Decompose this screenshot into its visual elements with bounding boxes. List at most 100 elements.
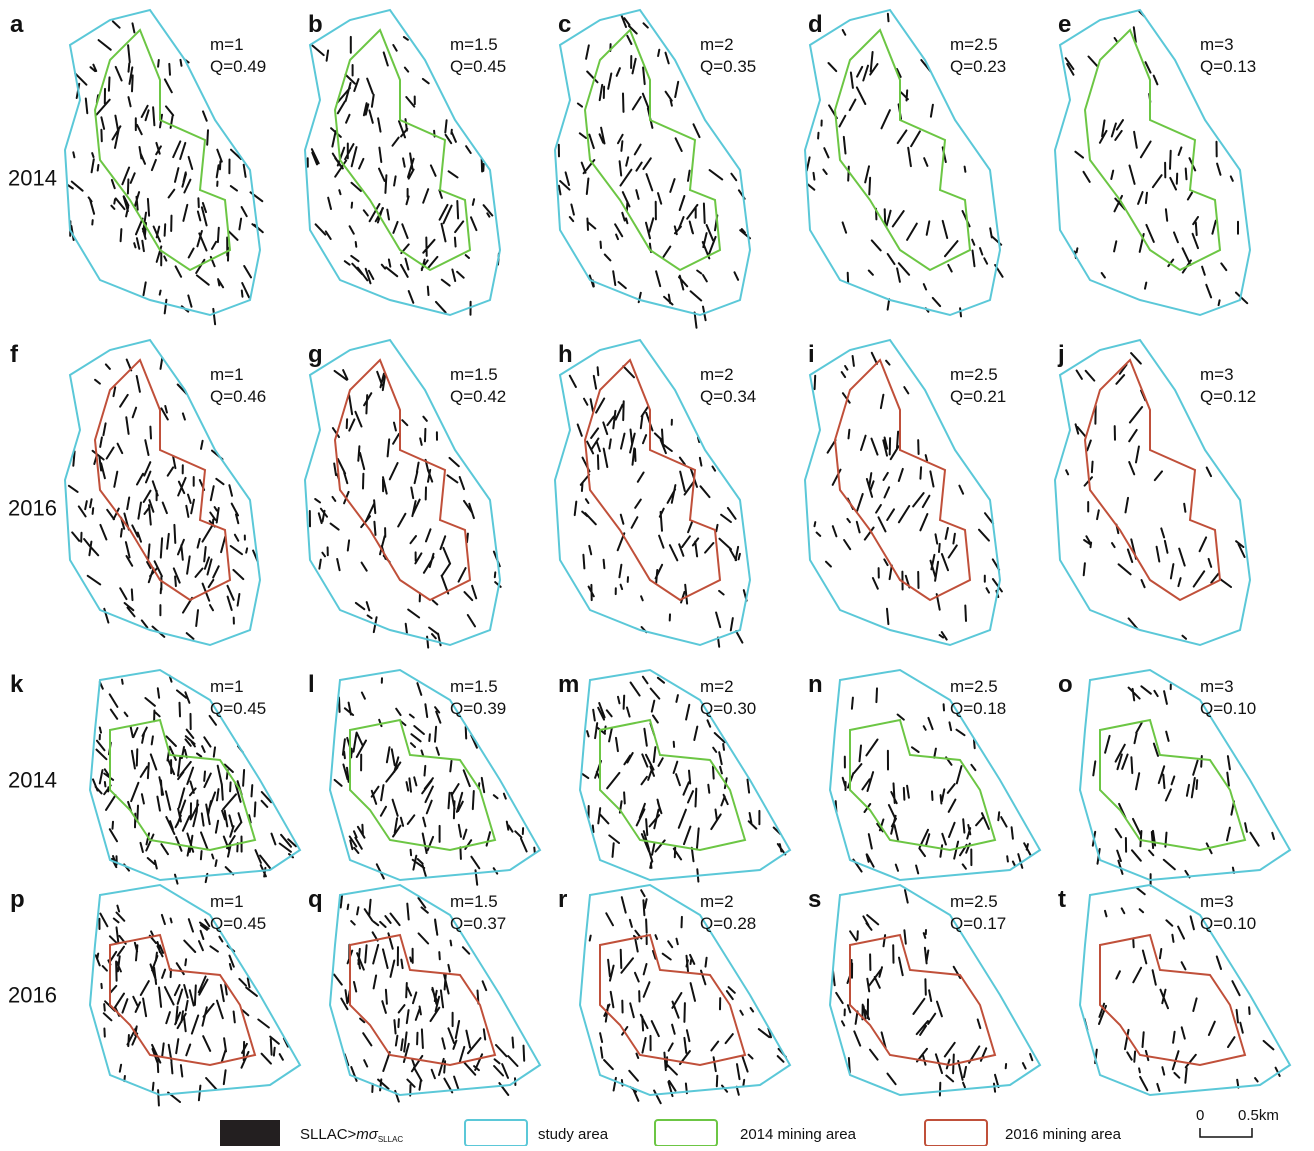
panel-letter: m xyxy=(558,671,579,698)
m-label: m=1 xyxy=(210,365,244,384)
map-panel: fm=1Q=0.46 xyxy=(10,340,266,645)
scale-bar xyxy=(1200,1128,1252,1137)
q-label: Q=0.21 xyxy=(950,387,1006,406)
figure: 2014am=1Q=0.49bm=1.5Q=0.45cm=2Q=0.35dm=2… xyxy=(0,0,1314,1146)
panel-letter: g xyxy=(308,341,323,368)
study-area xyxy=(1055,340,1250,645)
map-panel: dm=2.5Q=0.23 xyxy=(805,10,1006,316)
panel-letter: c xyxy=(558,11,571,38)
legend-swatch xyxy=(655,1120,717,1146)
panel-letter: a xyxy=(10,11,24,38)
year-label: 2016 xyxy=(8,983,57,1008)
study-area xyxy=(555,340,750,645)
legend-swatch xyxy=(925,1120,987,1146)
texture xyxy=(1066,11,1248,305)
q-label: Q=0.10 xyxy=(1200,914,1256,933)
panel-letter: l xyxy=(308,671,315,698)
q-label: Q=0.35 xyxy=(700,57,756,76)
study-area xyxy=(805,340,1000,645)
m-label: m=3 xyxy=(1200,365,1234,384)
legend-label: 2016 mining area xyxy=(1005,1126,1122,1143)
map-panel: l m=1.5 Q=0.39 xyxy=(308,670,540,885)
m-label: m=1 xyxy=(210,892,244,911)
q-label: Q=0.12 xyxy=(1200,387,1256,406)
texture xyxy=(570,366,747,647)
scale-label: 0 xyxy=(1196,1107,1204,1124)
year-label: 2014 xyxy=(8,768,57,793)
map-panel: bm=1.5Q=0.45 xyxy=(305,10,506,315)
map-panel: t m=3 Q=0.10 xyxy=(1058,885,1290,1095)
legend-label: 2014 mining area xyxy=(740,1126,857,1143)
m-label: m=1 xyxy=(210,677,244,696)
map-panel: c m=2 Q=0.35 xyxy=(555,10,756,328)
map-panel: h m=2 Q=0.34 xyxy=(555,340,756,647)
panel-letter: n xyxy=(808,671,823,698)
study-area xyxy=(555,10,750,315)
legend-label: SLLAC>mσSLLAC xyxy=(300,1126,403,1144)
m-label: m=1.5 xyxy=(450,35,498,54)
legend-text: mσ xyxy=(356,1126,378,1143)
mining-area xyxy=(1100,720,1245,850)
m-label: m=2 xyxy=(700,892,734,911)
q-label: Q=0.42 xyxy=(450,387,506,406)
scale-label: 0.5km xyxy=(1238,1107,1279,1124)
m-label: m=2.5 xyxy=(950,365,998,384)
q-label: Q=0.13 xyxy=(1200,57,1256,76)
m-label: m=2 xyxy=(700,365,734,384)
q-label: Q=0.28 xyxy=(700,914,756,933)
m-label: m=2.5 xyxy=(950,35,998,54)
q-label: Q=0.34 xyxy=(700,387,756,406)
m-label: m=2 xyxy=(700,677,734,696)
mining-area xyxy=(1100,935,1245,1065)
study-area xyxy=(1055,10,1250,315)
m-label: m=1 xyxy=(210,35,244,54)
year-label: 2014 xyxy=(8,166,57,191)
q-label: Q=0.39 xyxy=(450,699,506,718)
panel-letter: s xyxy=(808,886,821,913)
q-label: Q=0.10 xyxy=(1200,699,1256,718)
m-label: m=1.5 xyxy=(450,365,498,384)
m-label: m=2.5 xyxy=(950,677,998,696)
m-label: m=2 xyxy=(700,35,734,54)
q-label: Q=0.45 xyxy=(210,699,266,718)
q-label: Q=0.49 xyxy=(210,57,266,76)
panel-letter: r xyxy=(558,886,567,913)
m-label: m=3 xyxy=(1200,892,1234,911)
panel-letter: o xyxy=(1058,671,1073,698)
m-label: m=2.5 xyxy=(950,892,998,911)
mining-area xyxy=(600,720,745,850)
q-label: Q=0.45 xyxy=(210,914,266,933)
q-label: Q=0.46 xyxy=(210,387,266,406)
legend: SLLAC>mσSLLAC study area 2014 mining are… xyxy=(220,1107,1279,1146)
legend-label: study area xyxy=(538,1126,609,1143)
q-label: Q=0.23 xyxy=(950,57,1006,76)
map-panel: g m=1.5 Q=0.42 xyxy=(305,340,506,648)
map-panel: o m=3 Q=0.10 xyxy=(1058,670,1290,886)
legend-swatch xyxy=(220,1120,280,1146)
map-panel: im=2.5Q=0.21 xyxy=(805,340,1006,645)
q-label: Q=0.30 xyxy=(700,699,756,718)
panel-letter: p xyxy=(10,886,25,913)
q-label: Q=0.37 xyxy=(450,914,506,933)
m-label: m=1.5 xyxy=(450,892,498,911)
legend-text: SLLAC xyxy=(378,1135,404,1144)
panel-letter: t xyxy=(1058,886,1066,913)
panel-letter: k xyxy=(10,671,24,698)
panel-letter: h xyxy=(558,341,573,368)
map-panel: m m=2 Q=0.30 xyxy=(558,670,790,882)
year-label: 2016 xyxy=(8,496,57,521)
m-label: m=1.5 xyxy=(450,677,498,696)
mining-area xyxy=(110,935,255,1065)
map-panel: r m=2 Q=0.28 xyxy=(558,885,790,1103)
panel-letter: j xyxy=(1057,341,1065,368)
study-area xyxy=(805,10,1000,315)
map-panel: j m=3 Q=0.12 xyxy=(1055,340,1256,645)
m-label: m=3 xyxy=(1200,677,1234,696)
panel-letter: e xyxy=(1058,11,1071,38)
legend-text: SLLAC> xyxy=(300,1126,357,1143)
texture xyxy=(590,890,786,1103)
legend-swatch xyxy=(465,1120,527,1146)
